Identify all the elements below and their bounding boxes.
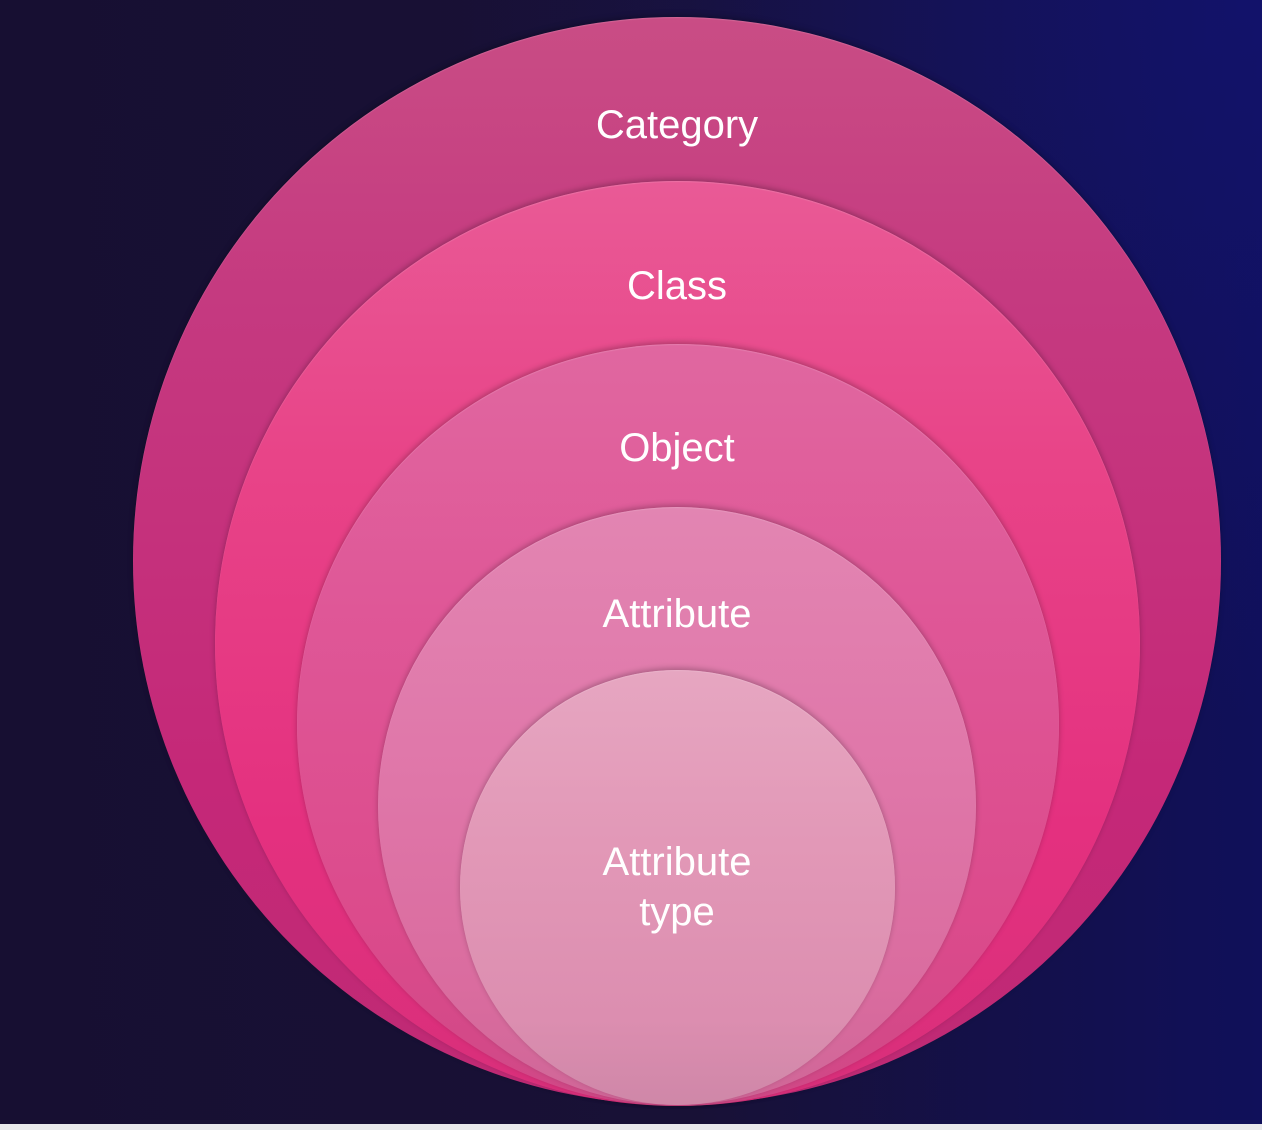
circle-attribute-type (460, 670, 895, 1105)
label-category: Category (595, 103, 759, 147)
label-object: Object (619, 426, 735, 470)
label-attribute: Attribute (602, 592, 752, 636)
label-class: Class (626, 264, 728, 308)
label-attribute-type: Attribute type (602, 840, 752, 934)
bottom-edge-bar (0, 1124, 1262, 1130)
